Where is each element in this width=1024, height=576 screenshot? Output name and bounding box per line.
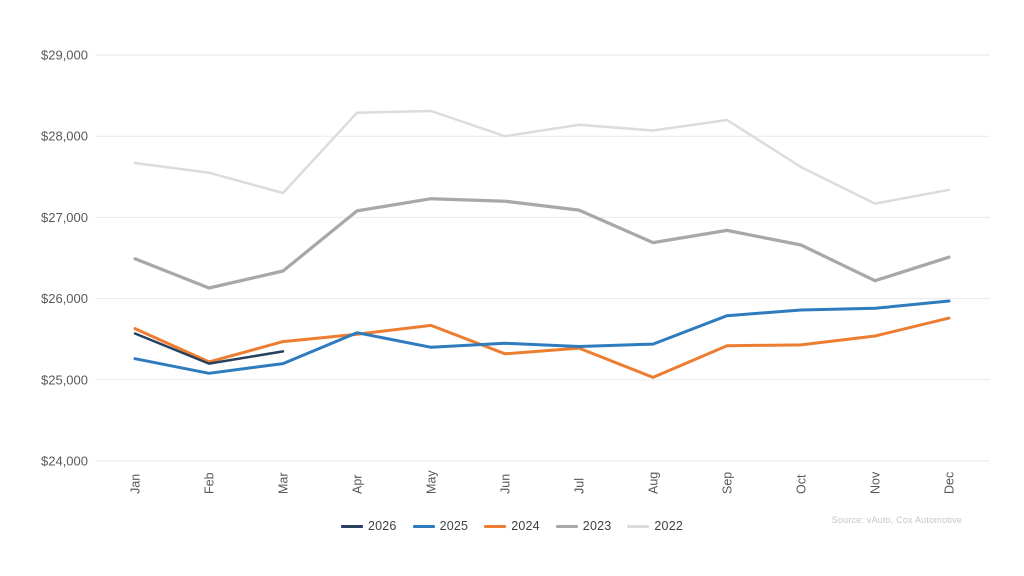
legend-label-2024: 2024 <box>511 519 540 533</box>
y-axis-label: $29,000 <box>41 48 88 63</box>
legend-item-2025: 2025 <box>412 519 469 533</box>
series-line-2023 <box>133 197 951 290</box>
y-axis-label: $25,000 <box>41 372 88 387</box>
x-axis-label: Nov <box>869 471 883 494</box>
y-axis-label: $24,000 <box>41 454 88 469</box>
legend-swatch-2022 <box>627 524 650 528</box>
x-axis-label: Jul <box>573 478 587 494</box>
x-axis-label: Dec <box>943 472 957 494</box>
used-vehicle-price-line-chart: $24,000 $25,000 $26,000 $27,000 $28,000 $29,0… <box>41 48 990 494</box>
series-line-2025 <box>133 299 951 375</box>
series-line-2024 <box>133 316 951 379</box>
x-axis-label: Aug <box>647 472 661 494</box>
y-axis-label: $27,000 <box>41 210 88 225</box>
legend-item-2024: 2024 <box>484 519 540 533</box>
legend-label-2023: 2023 <box>582 519 612 533</box>
series-line-2022 <box>133 109 951 205</box>
x-axis-label: Jan <box>129 474 143 494</box>
x-axis-label: Jun <box>499 474 513 494</box>
y-axis-label: $26,000 <box>41 291 88 306</box>
x-axis-label: Sep <box>721 472 735 494</box>
legend-label-2025: 2025 <box>439 519 469 533</box>
x-axis-label: Mar <box>277 472 291 494</box>
source-note: Source: vAuto, Cox Automotive <box>831 515 962 525</box>
legend-label-2022: 2022 <box>654 519 684 533</box>
x-axis-label: May <box>425 470 439 494</box>
legend-swatch-2023 <box>555 524 578 528</box>
series-line-2026 <box>133 332 285 365</box>
legend-swatch-2026 <box>340 524 363 528</box>
legend-item-2022: 2022 <box>627 519 683 533</box>
x-axis-label: Feb <box>203 472 217 494</box>
legend-item-2026: 2026 <box>340 519 397 533</box>
x-axis-label: Apr <box>351 475 365 494</box>
legend-label-2026: 2026 <box>367 519 397 533</box>
chart-legend: 2026 2025 2024 2023 2022 <box>0 519 1024 533</box>
legend-swatch-2024 <box>484 524 507 528</box>
legend-item-2023: 2023 <box>555 519 612 533</box>
legend-swatch-2025 <box>412 524 435 528</box>
y-axis-label: $28,000 <box>41 129 88 144</box>
x-axis-label: Oct <box>795 474 809 494</box>
